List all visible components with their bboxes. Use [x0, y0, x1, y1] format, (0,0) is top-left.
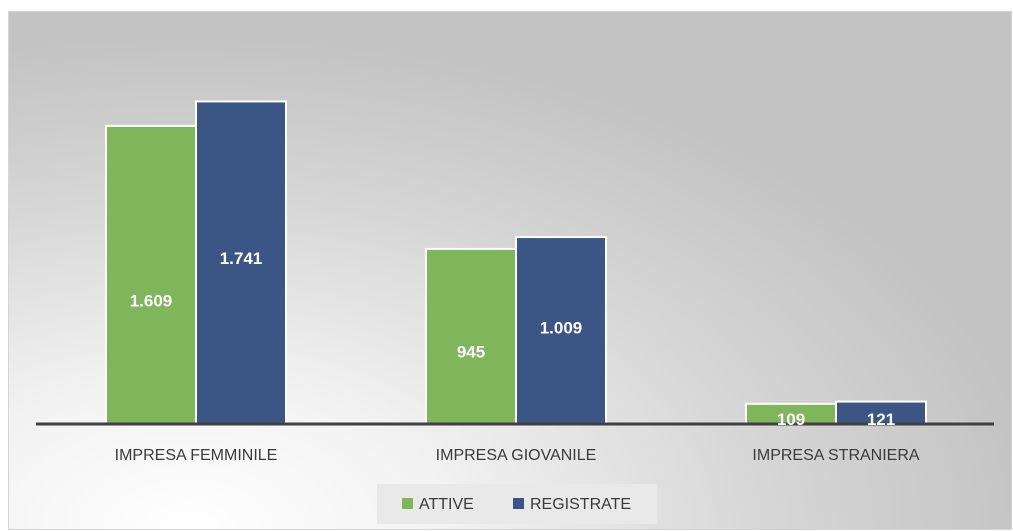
data-label-attive-impresa-straniera: 109 — [777, 410, 805, 429]
chart-area: 1.609 1.741 IMPRESA FEMMINILE 945 1.009 IMPRE… — [8, 11, 1012, 530]
bars-layer — [105, 100, 927, 426]
data-label-attive-impresa-giovanile: 945 — [457, 342, 485, 361]
data-label-registrate-impresa-giovanile: 1.009 — [540, 319, 583, 338]
bar-registrate-impresa-giovanile — [515, 236, 607, 425]
category-label-impresa-giovanile: IMPRESA GIOVANILE — [436, 447, 597, 464]
category-label-impresa-straniera: IMPRESA STRANIERA — [752, 447, 919, 464]
bar-chart: 1.609 1.741 IMPRESA FEMMINILE 945 1.009 IMPRE… — [36, 100, 994, 524]
data-label-attive-impresa-femminile: 1.609 — [130, 291, 173, 310]
legend-label-attive: ATTIVE — [419, 496, 474, 513]
data-label-registrate-impresa-femminile: 1.741 — [220, 249, 263, 268]
legend-swatch-attive — [402, 498, 413, 509]
bar-registrate-impresa-femminile — [195, 100, 287, 425]
labels-layer: 1.609 1.741 IMPRESA FEMMINILE 945 1.009 IMPRE… — [115, 249, 920, 464]
bar-attive-impresa-giovanile — [425, 247, 517, 425]
data-label-registrate-impresa-straniera: 121 — [867, 410, 895, 429]
category-label-impresa-femminile: IMPRESA FEMMINILE — [115, 447, 278, 464]
legend-label-registrate: REGISTRATE — [530, 496, 631, 513]
legend-swatch-registrate — [513, 498, 524, 509]
bar-attive-impresa-femminile — [105, 124, 197, 425]
legend: ATTIVE REGISTRATE — [377, 484, 657, 524]
